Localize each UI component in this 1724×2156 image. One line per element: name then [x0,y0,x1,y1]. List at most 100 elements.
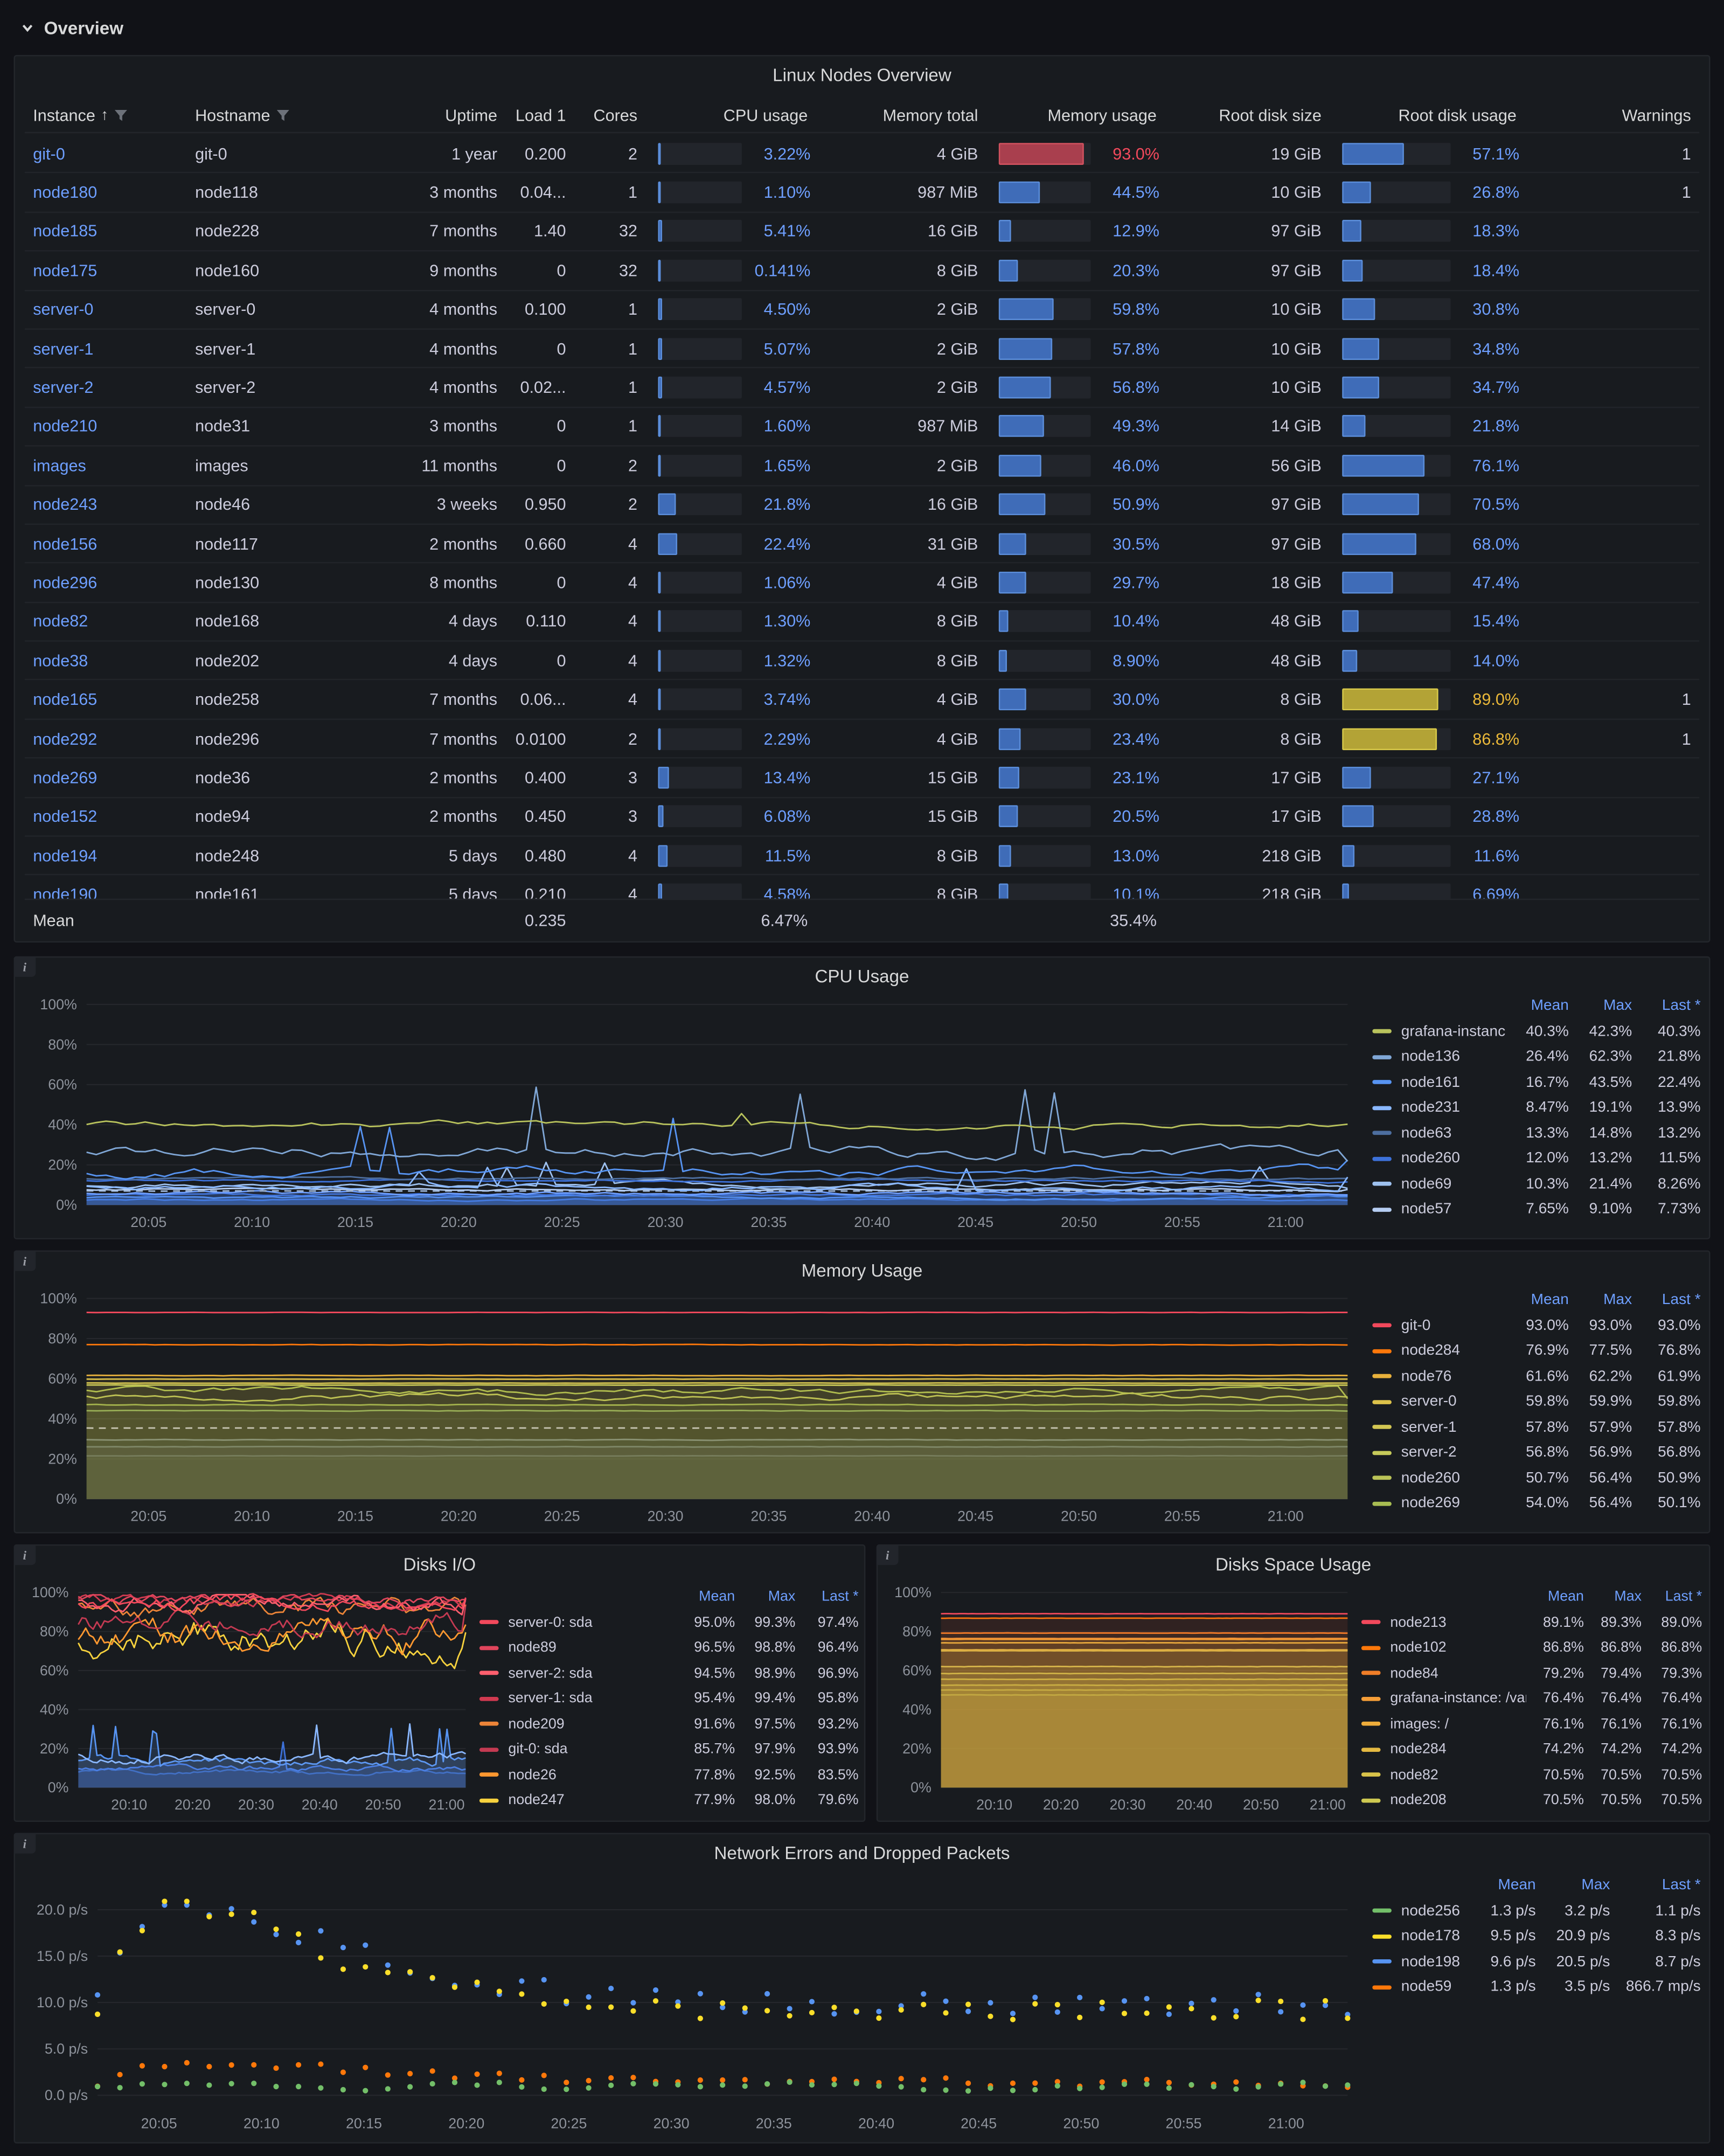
column-header-cores[interactable]: Cores [574,105,646,124]
series-name[interactable]: grafana-instance: /var [1361,1686,1526,1711]
y-tick-label: 100% [40,996,77,1013]
legend-header[interactable]: Mean [675,1584,735,1610]
legend-header[interactable]: Mean [1506,1287,1569,1313]
legend-header[interactable]: Last * [795,1584,858,1610]
panel-title[interactable]: Memory Usage [15,1260,1709,1280]
series-name[interactable]: server-0 [1372,1389,1505,1415]
series-name[interactable]: node198 [1372,1949,1467,1974]
legend-header[interactable]: Last * [1642,1584,1702,1610]
panel-title[interactable]: Disks Space Usage [878,1554,1709,1575]
instance-link[interactable]: server-1 [25,339,187,358]
root-disk-size-cell: 48 GiB [1165,651,1330,670]
panel-title[interactable]: Linux Nodes Overview [15,65,1709,85]
instance-link[interactable]: node156 [25,534,187,553]
series-name[interactable]: node260 [1372,1465,1505,1491]
series-name[interactable]: node57 [1372,1197,1505,1222]
instance-link[interactable]: images [25,456,187,475]
column-header-instance[interactable]: Instance↑ [25,105,187,124]
series-name[interactable]: node284 [1372,1339,1505,1364]
instance-link[interactable]: node269 [25,768,187,787]
legend-value: 97.4% [795,1610,858,1635]
legend-header[interactable]: Max [1569,1287,1632,1313]
instance-link[interactable]: node175 [25,261,187,280]
instance-link[interactable]: node185 [25,222,187,241]
legend-header[interactable]: Max [1584,1584,1642,1610]
series-name[interactable]: grafana-instance [1372,1019,1505,1044]
series-name[interactable]: server-0: sda [479,1610,675,1635]
column-header-hostname[interactable]: Hostname [187,105,390,124]
panel-title[interactable]: CPU Usage [15,966,1709,987]
series-name[interactable]: node84 [1361,1660,1526,1686]
instance-link[interactable]: node243 [25,495,187,514]
instance-link[interactable]: node180 [25,183,187,202]
legend-header[interactable]: Max [1569,994,1632,1019]
instance-link[interactable]: git-0 [25,144,187,163]
series-name[interactable]: server-2 [1372,1440,1505,1465]
instance-link[interactable]: server-0 [25,300,187,319]
instance-link[interactable]: node82 [25,612,187,632]
series-name[interactable]: node102 [1361,1635,1526,1660]
series-name[interactable]: node76 [1372,1364,1505,1389]
panel-title[interactable]: Disks I/O [15,1554,864,1575]
column-header-memory-total[interactable]: Memory total [816,105,986,124]
series-name[interactable]: server-1: sda [479,1686,675,1711]
series-name[interactable]: node136 [1372,1044,1505,1070]
series-name[interactable]: git-0: sda [479,1737,675,1762]
column-header-root-disk-size[interactable]: Root disk size [1165,105,1330,124]
series-name[interactable]: node231 [1372,1095,1505,1120]
legend-header[interactable]: Last * [1632,1287,1700,1313]
series-name[interactable]: images: / [1361,1711,1526,1737]
series-name[interactable]: node256 [1372,1898,1467,1924]
section-row-overview[interactable]: Overview [19,12,123,43]
series-name[interactable]: node209 [479,1711,675,1737]
instance-link[interactable]: node38 [25,651,187,670]
series-name[interactable]: node260 [1372,1146,1505,1171]
legend-header[interactable]: Last * [1610,1873,1700,1898]
x-tick-label: 20:40 [858,2116,894,2132]
column-header-load-1[interactable]: Load 1 [505,105,574,124]
filter-icon[interactable] [276,108,289,121]
series-name[interactable]: server-1 [1372,1415,1505,1440]
legend-header[interactable]: Mean [1506,994,1569,1019]
series-color-marker [1372,1106,1392,1110]
column-header-root-disk-usage[interactable]: Root disk usage [1330,105,1525,124]
instance-link[interactable]: node165 [25,690,187,709]
legend-header[interactable]: Max [1536,1873,1610,1898]
series-name[interactable]: node59 [1372,1974,1467,2000]
instance-link[interactable]: node152 [25,807,187,827]
series-name[interactable]: node269 [1372,1491,1505,1516]
series-name[interactable]: node82 [1361,1762,1526,1787]
column-header-uptime[interactable]: Uptime [390,105,505,124]
legend-header[interactable]: Max [735,1584,795,1610]
column-header-memory-usage[interactable]: Memory usage [986,105,1165,124]
instance-link[interactable]: node296 [25,573,187,592]
series-name[interactable]: node208 [1361,1787,1526,1813]
instance-link[interactable]: node194 [25,846,187,865]
series-name[interactable]: node161 [1372,1070,1505,1095]
series-name[interactable]: git-0 [1372,1313,1505,1338]
memory-usage-gauge: 93.0% [986,142,1165,164]
instance-link[interactable]: node190 [25,885,187,898]
instance-link[interactable]: node210 [25,417,187,436]
column-header-warnings[interactable]: Warnings [1525,105,1699,124]
series-name[interactable]: node89 [479,1635,675,1660]
y-tick-label: 15.0 p/s [37,1948,88,1964]
filter-icon[interactable] [114,108,127,121]
column-header-cpu-usage[interactable]: CPU usage [645,105,816,124]
legend-header[interactable]: Last * [1632,994,1700,1019]
uptime-cell: 2 months [390,534,505,553]
instance-link[interactable]: server-2 [25,378,187,397]
series-name[interactable]: node63 [1372,1120,1505,1146]
series-name[interactable]: server-2: sda [479,1660,675,1686]
legend-header[interactable]: Mean [1526,1584,1584,1610]
panel-title[interactable]: Network Errors and Dropped Packets [15,1842,1709,1863]
series-name[interactable]: node213 [1361,1610,1526,1635]
instance-link[interactable]: node292 [25,729,187,748]
series-name[interactable]: node247 [479,1787,675,1813]
series-name[interactable]: node178 [1372,1924,1467,1949]
series-name[interactable]: node26 [479,1762,675,1787]
series-name[interactable]: node69 [1372,1171,1505,1197]
series-name[interactable]: node284 [1361,1737,1526,1762]
legend-header[interactable]: Mean [1467,1873,1535,1898]
